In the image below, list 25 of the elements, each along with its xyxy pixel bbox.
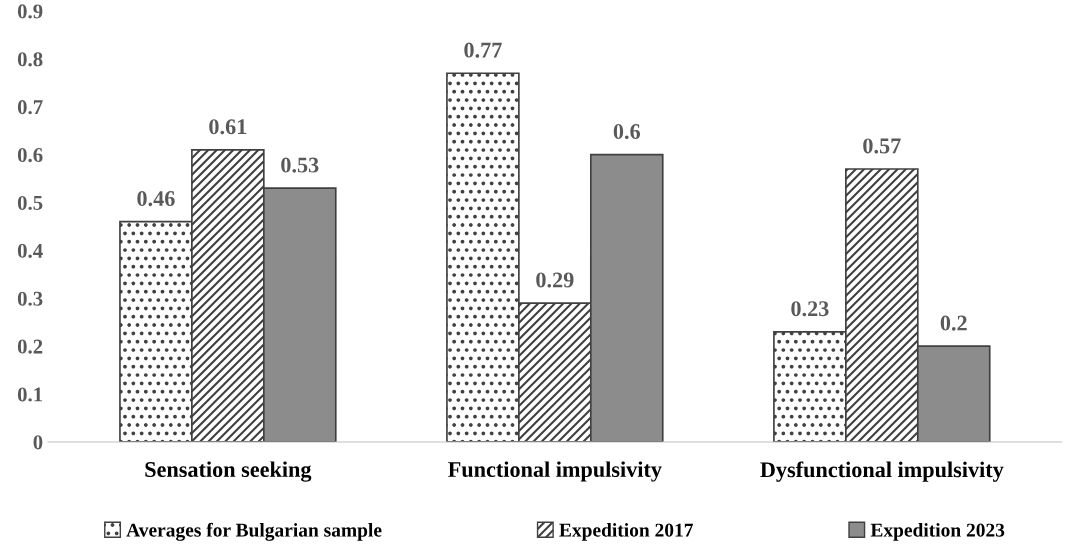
y-tick-label: 0.9 [17,4,43,19]
x-tick-label: Dysfunctional impulsivity [760,461,1004,482]
y-tick-label: 0.6 [17,148,43,163]
y-tick-label: 0.1 [17,387,43,402]
legend-label: Expedition 2023 [870,523,1005,541]
y-tick-label: 0.5 [17,195,43,211]
data-label: 0.53 [281,157,319,173]
data-label: 0.29 [536,272,574,288]
data-label: 0.57 [863,138,901,154]
legend-label: Expedition 2017 [559,523,693,541]
data-label: 0.46 [137,191,175,207]
y-tick-label: 0.4 [17,243,43,258]
y-tick-label: 0.2 [17,339,43,354]
y-tick-label: 0 [33,435,43,450]
y-tick-label: 0.3 [17,291,43,306]
data-label: 0.61 [209,119,247,135]
legend-label: Averages for Bulgarian sample [126,522,382,541]
x-tick-label: Sensation seeking [145,461,312,482]
y-tick-label: 0.7 [17,100,43,115]
x-tick-label: Functional impulsivity [448,461,662,482]
data-label: 0.77 [464,42,502,58]
data-label: 0.2 [940,315,967,331]
data-label: 0.6 [613,124,641,140]
data-label: 0.23 [791,301,829,317]
y-tick-label: 0.8 [17,52,43,67]
